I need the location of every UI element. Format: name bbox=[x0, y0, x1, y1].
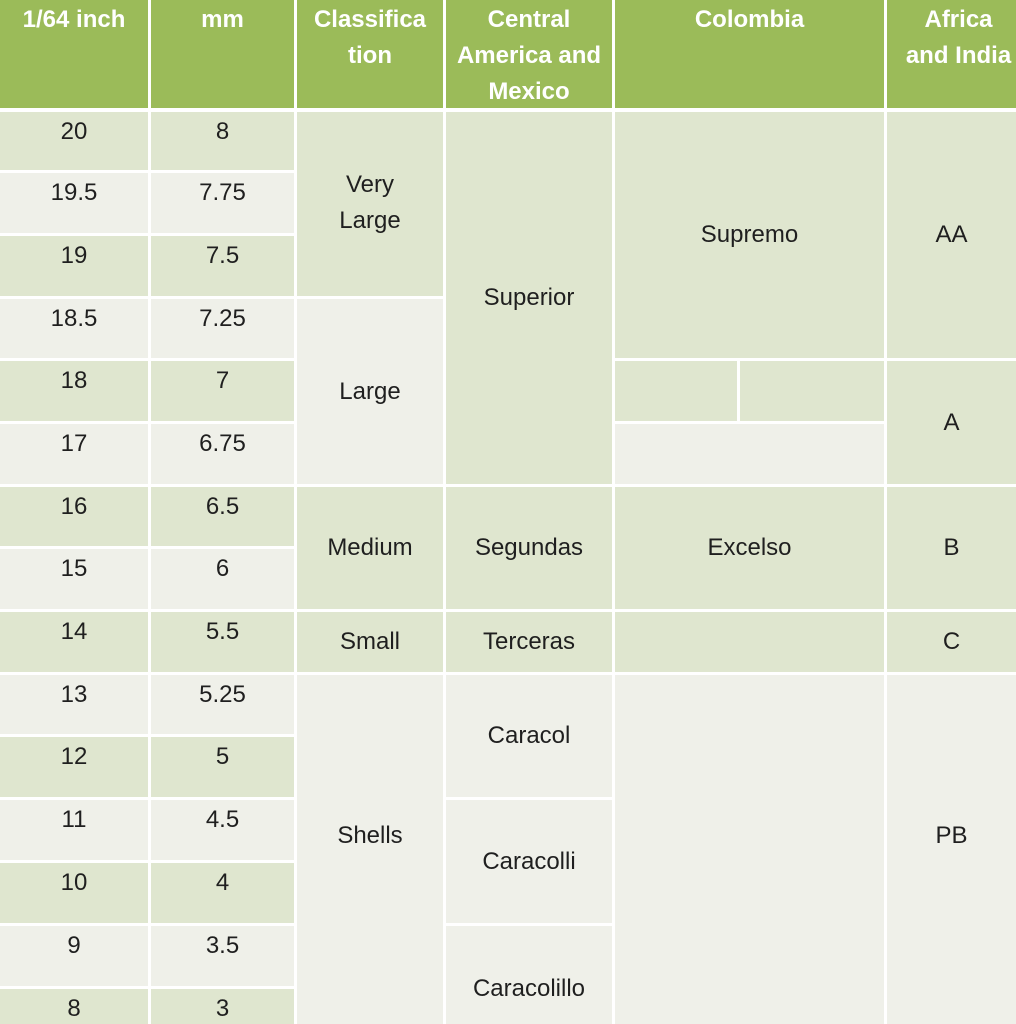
table-cell: 7 bbox=[151, 361, 294, 421]
table-cell: 16 bbox=[0, 487, 148, 546]
central-caracolillo: Caracolillo bbox=[446, 926, 612, 1024]
header-mm: mm bbox=[151, 0, 294, 108]
table-cell: 19 bbox=[0, 236, 148, 296]
table-cell: 5.25 bbox=[151, 675, 294, 734]
table-cell: 8 bbox=[0, 989, 148, 1024]
central-superior: Superior bbox=[446, 112, 612, 484]
table-cell: 6 bbox=[151, 549, 294, 609]
header-africa-india: Africa and India bbox=[887, 0, 1016, 108]
colombia-blank-left bbox=[615, 361, 737, 421]
central-caracol: Caracol bbox=[446, 675, 612, 797]
table-cell: 4.5 bbox=[151, 800, 294, 860]
class-very-large: Very Large bbox=[297, 112, 443, 296]
colombia-blank bbox=[615, 612, 884, 672]
table-cell: 18 bbox=[0, 361, 148, 421]
table-cell: 7.25 bbox=[151, 299, 294, 358]
table-cell: 3 bbox=[151, 989, 294, 1024]
table-cell: 14 bbox=[0, 612, 148, 672]
table-cell: 5 bbox=[151, 737, 294, 797]
table-cell: 18.5 bbox=[0, 299, 148, 358]
table-cell: 4 bbox=[151, 863, 294, 923]
header-classification: Classifica tion bbox=[297, 0, 443, 108]
table-cell: 6.5 bbox=[151, 487, 294, 546]
class-shells: Shells bbox=[297, 675, 443, 1024]
table-cell: 20 bbox=[0, 112, 148, 170]
central-terceras: Terceras bbox=[446, 612, 612, 672]
class-medium: Medium bbox=[297, 487, 443, 609]
table-cell: 11 bbox=[0, 800, 148, 860]
africa-b: B bbox=[887, 487, 1016, 609]
table-cell: 13 bbox=[0, 675, 148, 734]
table-cell: 7.75 bbox=[151, 173, 294, 233]
header-central-america-mexico: Central America and Mexico bbox=[446, 0, 612, 108]
table-cell: 5.5 bbox=[151, 612, 294, 672]
central-caracolli: Caracolli bbox=[446, 800, 612, 923]
table-cell: 8 bbox=[151, 112, 294, 170]
colombia-blank bbox=[615, 675, 884, 1024]
table-cell: 7.5 bbox=[151, 236, 294, 296]
class-small: Small bbox=[297, 612, 443, 672]
table-cell: 15 bbox=[0, 549, 148, 609]
table-cell: 10 bbox=[0, 863, 148, 923]
colombia-blank bbox=[615, 424, 884, 484]
central-segundas: Segundas bbox=[446, 487, 612, 609]
header-colombia: Colombia bbox=[615, 0, 884, 108]
table-cell: 6.75 bbox=[151, 424, 294, 484]
header-inch: 1/64 inch bbox=[0, 0, 148, 108]
table-cell: 9 bbox=[0, 926, 148, 986]
africa-c: C bbox=[887, 612, 1016, 672]
africa-pb: PB bbox=[887, 675, 1016, 1024]
table-cell: 12 bbox=[0, 737, 148, 797]
africa-aa: AA bbox=[887, 112, 1016, 358]
table-cell: 3.5 bbox=[151, 926, 294, 986]
table-cell: 17 bbox=[0, 424, 148, 484]
africa-a: A bbox=[887, 361, 1016, 484]
table-cell: 19.5 bbox=[0, 173, 148, 233]
class-large: Large bbox=[297, 299, 443, 484]
colombia-excelso: Excelso bbox=[615, 487, 884, 609]
colombia-blank-right bbox=[740, 361, 884, 421]
colombia-supremo: Supremo bbox=[615, 112, 884, 358]
